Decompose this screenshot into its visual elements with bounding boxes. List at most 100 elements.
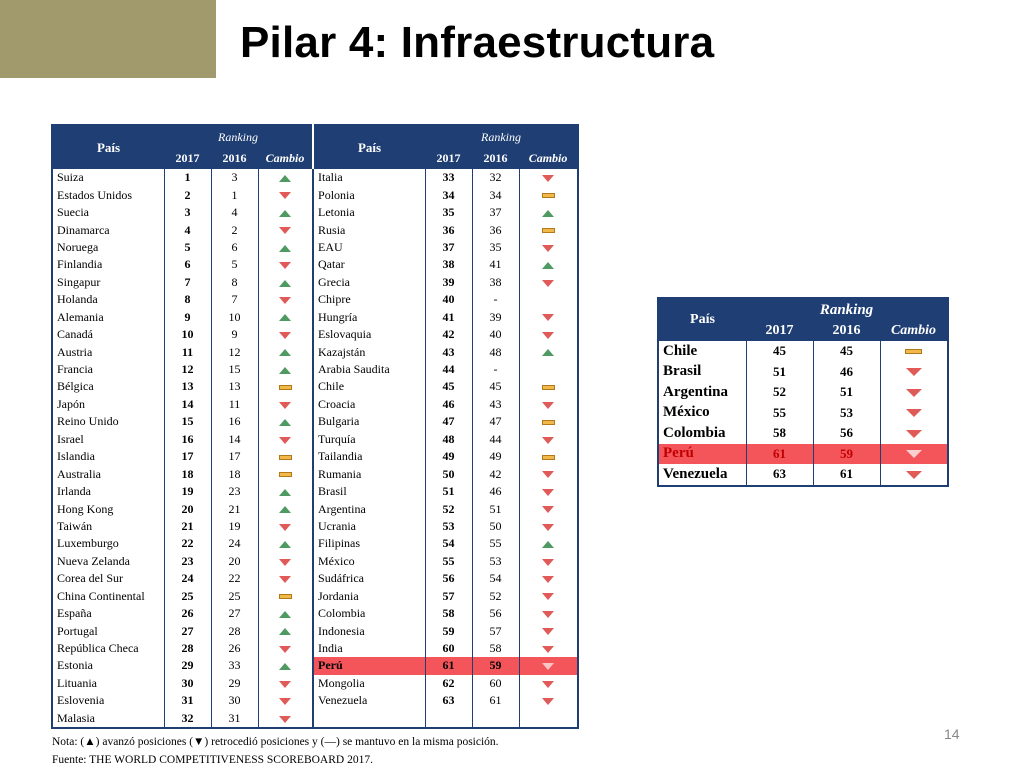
rank-2016-cell: 14 [210, 430, 258, 448]
change-cell [518, 343, 579, 361]
rank-2016-cell: 40 [471, 325, 520, 344]
rank-2017-cell: 20 [163, 500, 211, 518]
country-cell: Croacia [312, 395, 426, 414]
country-cell: Argentina [312, 500, 426, 518]
rank-2016-cell: 34 [471, 186, 520, 204]
table-row: Luxemburgo 22 24 Filipinas 54 55 [52, 535, 579, 553]
change-cell [257, 186, 314, 204]
change-cell [257, 639, 314, 658]
slide-title: Pilar 4: Infraestructura [240, 18, 715, 67]
rank-2017-cell: 19 [163, 482, 211, 501]
rank-2016-cell: 61 [813, 464, 881, 486]
rank-2017-cell: 43 [424, 343, 473, 361]
country-cell: Japón [57, 396, 85, 411]
down-triangle-icon [279, 576, 292, 584]
country-cell: Singapur [57, 274, 101, 289]
change-cell [518, 203, 579, 222]
table-row: Bélgica 13 13 Chile 45 45 [52, 378, 579, 396]
change-cell [257, 517, 314, 536]
same-dash-icon [541, 385, 555, 391]
rank-2016-cell: 57 [471, 622, 520, 640]
change-cell [257, 465, 314, 483]
change-cell [518, 587, 579, 605]
rank-2017-cell: 55 [746, 402, 814, 423]
down-triangle-icon [542, 488, 555, 496]
change-cell [257, 622, 314, 640]
table-row: Colombia 58 56 [658, 423, 948, 444]
header-change: Cambio [258, 148, 314, 169]
rank-2016-cell: 29 [210, 674, 258, 693]
rank-2016-cell: 39 [471, 308, 520, 326]
rank-2017-cell: 49 [424, 448, 473, 466]
country-cell: Mongolia [312, 674, 426, 693]
rank-2017-cell: 14 [163, 395, 211, 414]
rank-2017-cell: 18 [163, 465, 211, 483]
rank-2017-cell: 5 [163, 238, 211, 257]
rank-2016-cell: 42 [471, 465, 520, 483]
country-cell: Francia [57, 362, 93, 377]
table-row: Reino Unido 15 16 Bulgaria 47 47 [52, 413, 579, 431]
change-cell [518, 482, 579, 501]
down-triangle-icon [542, 401, 555, 409]
country-cell: India [312, 639, 426, 658]
rank-2017-cell: 38 [424, 256, 473, 274]
rank-2016-cell: 37 [471, 203, 520, 222]
rank-2016-cell: 47 [471, 413, 520, 431]
country-cell: Letonia [312, 203, 426, 222]
rank-2017-cell: 50 [424, 465, 473, 483]
change-cell [257, 552, 314, 571]
rank-2017-cell: 45 [424, 378, 473, 396]
country-cell: Hungría [312, 308, 426, 326]
rank-2016-cell: 13 [210, 378, 258, 396]
down-triangle-icon [905, 368, 922, 377]
change-cell [257, 413, 314, 431]
change-cell [518, 291, 579, 309]
country-cell: Corea del Sur [57, 571, 123, 586]
table-row: Noruega 5 6 EAU 37 35 [52, 238, 579, 257]
slide-number: 14 [944, 726, 960, 742]
country-cell: Turquía [312, 430, 426, 448]
rank-2016-cell: 32 [471, 169, 520, 187]
rank-2016-cell: 15 [210, 360, 258, 379]
country-cell: Malasia [57, 710, 95, 725]
title-accent-block [0, 0, 216, 78]
same-dash-icon [541, 228, 555, 234]
table-row: Corea del Sur 24 22 Sudáfrica 56 54 [52, 570, 579, 588]
table-row: Austria 11 12 Kazajstán 43 48 [52, 343, 579, 361]
country-cell: México [658, 402, 747, 423]
down-triangle-icon [542, 244, 555, 252]
change-cell [257, 221, 314, 239]
down-triangle-icon [279, 645, 292, 653]
country-cell: Taiwán [57, 518, 93, 533]
rank-2017-cell: 56 [424, 570, 473, 588]
rank-2017-cell: 55 [424, 552, 473, 571]
change-cell [257, 587, 314, 605]
country-cell: Rusia [312, 221, 426, 239]
rank-2017-cell: 10 [163, 325, 211, 344]
up-triangle-icon [279, 314, 292, 322]
country-cell: Chipre [312, 291, 426, 309]
same-dash-icon [278, 385, 292, 391]
down-triangle-icon [542, 174, 555, 182]
header-country: País [312, 125, 426, 169]
change-cell [257, 308, 314, 326]
country-cell: Austria [57, 344, 93, 359]
change-cell [257, 570, 314, 588]
rank-2016-cell: 18 [210, 465, 258, 483]
change-cell [257, 273, 314, 292]
change-cell [518, 639, 579, 658]
rank-2016-cell: 54 [471, 570, 520, 588]
rank-2016-cell: 8 [210, 273, 258, 292]
latam-header-country: País [658, 298, 746, 341]
header-ranking: Ranking [425, 125, 579, 148]
change-cell [880, 403, 948, 424]
up-triangle-icon [279, 366, 292, 374]
same-dash-icon [541, 193, 555, 199]
country-cell: Finlandia [57, 257, 103, 272]
rank-2017-cell: 63 [746, 464, 814, 486]
country-cell: Colombia [312, 604, 426, 623]
down-triangle-icon [279, 558, 292, 566]
down-triangle-icon [542, 593, 555, 601]
change-cell [518, 500, 579, 518]
down-triangle-icon [279, 227, 292, 235]
